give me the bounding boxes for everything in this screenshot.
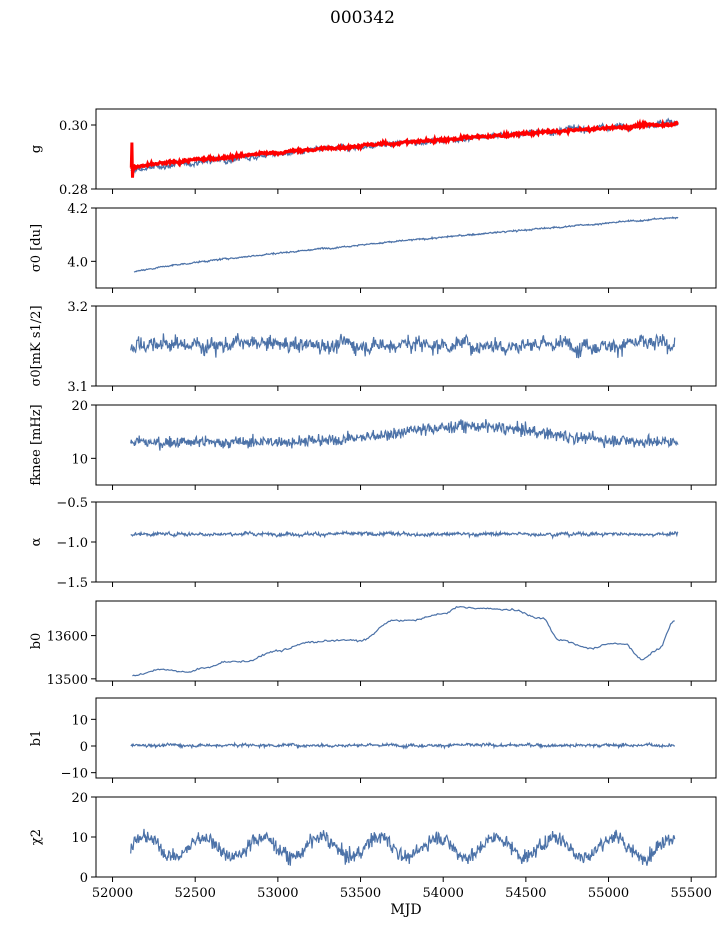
y-tick-label: 13600 — [47, 630, 88, 645]
axes-frame — [95, 697, 717, 779]
series-line-1 — [133, 216, 679, 273]
y-tick-label: 4.2 — [67, 202, 88, 217]
x-tick-label: 55000 — [588, 886, 629, 901]
axes-frame — [95, 501, 717, 583]
y-tick-label: 10 — [71, 713, 88, 728]
series-line-1 — [132, 605, 675, 677]
y-tick-label: 0.30 — [59, 119, 88, 134]
x-tick-label: 53500 — [340, 886, 381, 901]
y-tick-label: −1.5 — [56, 576, 88, 591]
y-tick-label: 0 — [80, 871, 88, 886]
y-tick-label: 0.28 — [59, 183, 88, 198]
figure-title: 000342 — [330, 8, 395, 28]
panel-7: −10 0 10 b1 — [29, 697, 717, 783]
y-axis-label: g — [29, 145, 44, 153]
axes-frame — [95, 108, 717, 190]
series-line-1 — [130, 333, 676, 359]
y-axis-label: σ0[mK s1/2] — [29, 305, 44, 386]
panel-5: −1.5 −1.0 −0.5 α — [29, 496, 717, 591]
axes-frame — [95, 600, 717, 682]
series-line-1 — [130, 828, 676, 866]
y-tick-label: 10 — [71, 452, 88, 467]
y-axis-label: b0 — [29, 633, 44, 650]
y-tick-label: 0 — [80, 740, 88, 755]
y-tick-label: 20 — [71, 791, 88, 806]
y-tick-label: 20 — [71, 399, 88, 414]
panel-4: 10 20 fknee [mHz] — [29, 399, 717, 490]
y-tick-label: −1.0 — [56, 536, 88, 551]
x-tick-label: 52000 — [92, 886, 133, 901]
x-tick-label: 55500 — [671, 886, 712, 901]
series-line-1 — [130, 419, 679, 451]
y-tick-label: 3.2 — [67, 300, 88, 315]
x-tick-label: 52500 — [175, 886, 216, 901]
panel-2: 4.0 4.2 σ0 [du] — [29, 202, 717, 293]
series-line-1 — [130, 529, 679, 540]
x-tick-label: 54000 — [423, 886, 464, 901]
y-tick-label: 4.0 — [67, 255, 88, 270]
y-tick-label: −10 — [61, 767, 88, 782]
y-axis-label: χ2 — [29, 829, 44, 845]
axes-frame — [95, 207, 717, 289]
series-line-1 — [130, 741, 676, 750]
y-axis-label: α — [29, 537, 44, 546]
series-line-2 — [129, 118, 679, 178]
axes-frame — [95, 404, 717, 486]
y-tick-label: 13500 — [47, 673, 88, 688]
y-tick-label: 3.1 — [67, 380, 88, 395]
panel-8: 0 10 20 χ2 52000 52500 53000 53500 54000 54500 550… — [29, 791, 717, 918]
y-axis-label: fknee [mHz] — [29, 404, 44, 485]
x-tick-label: 53000 — [257, 886, 298, 901]
x-axis-label: MJD — [390, 902, 421, 918]
y-tick-label: −0.5 — [56, 496, 88, 511]
y-tick-label: 10 — [71, 831, 88, 846]
panel-3: 3.1 3.2 σ0[mK s1/2] — [29, 300, 717, 395]
x-tick-label: 54500 — [505, 886, 546, 901]
y-axis-label: σ0 [du] — [29, 224, 44, 272]
y-axis-label: b1 — [29, 730, 44, 747]
axes-frame — [95, 305, 717, 387]
panel-1: 0.28 0.30 g — [29, 108, 717, 198]
